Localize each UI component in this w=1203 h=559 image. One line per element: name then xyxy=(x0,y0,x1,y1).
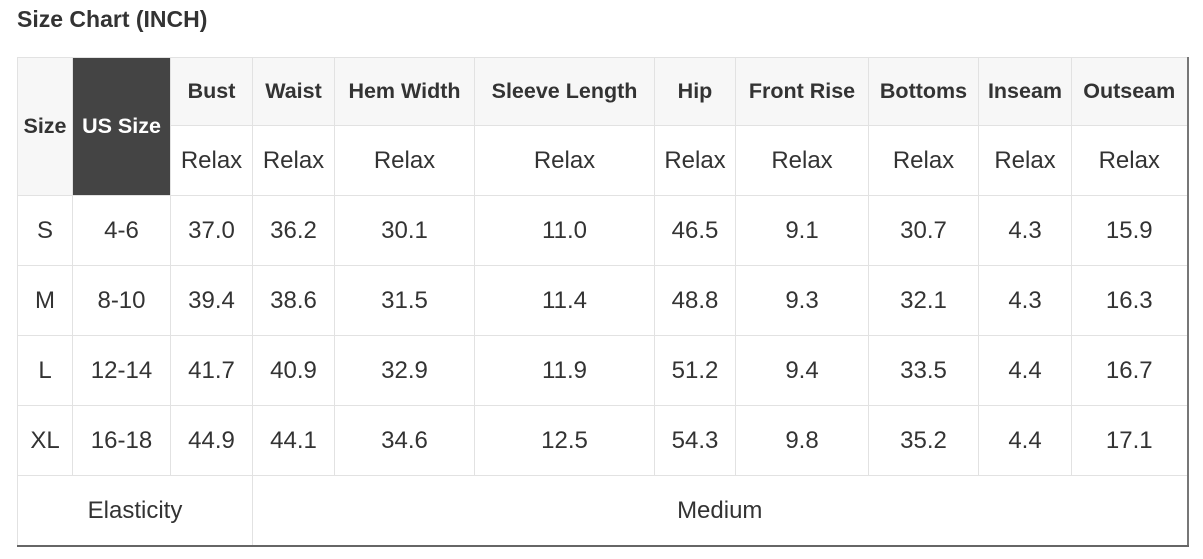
measurement-cell: 30.1 xyxy=(334,195,475,266)
table-row: XL 16-18 44.9 44.1 34.6 12.5 54.3 9.8 35.2 4.4 17.… xyxy=(17,405,1188,476)
fit-label: Relax xyxy=(978,125,1072,196)
measurement-cell: 16.7 xyxy=(1071,335,1188,406)
measurement-cell: 9.3 xyxy=(735,265,869,336)
measurement-cell: 40.9 xyxy=(252,335,335,406)
size-cell: M xyxy=(17,265,73,336)
measurement-cell: 15.9 xyxy=(1071,195,1188,266)
header-column: Sleeve Length xyxy=(474,57,655,126)
fit-label: Relax xyxy=(654,125,736,196)
size-cell: XL xyxy=(17,405,73,476)
size-chart-table: Size US Size Bust Waist Hem Width Sleeve Leng… xyxy=(17,57,1189,547)
measurement-cell: 34.6 xyxy=(334,405,475,476)
table-row: L 12-14 41.7 40.9 32.9 11.9 51.2 9.4 33.5 4.4 16.7 xyxy=(17,335,1188,406)
measurement-cell: 17.1 xyxy=(1071,405,1188,476)
header-size: Size xyxy=(17,57,73,196)
fit-label: Relax xyxy=(868,125,979,196)
measurement-cell: 48.8 xyxy=(654,265,736,336)
header-column: Bust xyxy=(170,57,253,126)
measurement-cell: 16.3 xyxy=(1071,265,1188,336)
measurement-cell: 12.5 xyxy=(474,405,655,476)
measurement-cell: 4.4 xyxy=(978,335,1072,406)
header-us-size: US Size xyxy=(72,57,171,196)
us-size-cell: 16-18 xyxy=(72,405,171,476)
size-cell: S xyxy=(17,195,73,266)
fit-label: Relax xyxy=(474,125,655,196)
measurement-cell: 37.0 xyxy=(170,195,253,266)
header-row: Size US Size Bust Waist Hem Width Sleeve Leng… xyxy=(17,57,1188,196)
measurement-cell: 32.9 xyxy=(334,335,475,406)
measurement-cell: 54.3 xyxy=(654,405,736,476)
measurement-cell: 11.9 xyxy=(474,335,655,406)
measurement-cell: 39.4 xyxy=(170,265,253,336)
header-column: Hip xyxy=(654,57,736,126)
fit-label: Relax xyxy=(735,125,869,196)
table-row: S 4-6 37.0 36.2 30.1 11.0 46.5 9.1 30.7 4.3 15.9 xyxy=(17,195,1188,266)
header-column: Hem Width xyxy=(334,57,475,126)
us-size-cell: 12-14 xyxy=(72,335,171,406)
us-size-cell: 4-6 xyxy=(72,195,171,266)
table-row: M 8-10 39.4 38.6 31.5 11.4 48.8 9.3 32.1 4.3 16.3 xyxy=(17,265,1188,336)
fit-label: Relax xyxy=(334,125,475,196)
measurement-cell: 9.1 xyxy=(735,195,869,266)
measurement-cell: 9.8 xyxy=(735,405,869,476)
elasticity-value: Medium xyxy=(252,475,1188,547)
measurement-cell: 4.3 xyxy=(978,265,1072,336)
measurement-cell: 44.1 xyxy=(252,405,335,476)
measurement-cell: 11.4 xyxy=(474,265,655,336)
measurement-cell: 4.4 xyxy=(978,405,1072,476)
header-column: Bottoms xyxy=(868,57,979,126)
fit-label: Relax xyxy=(1071,125,1188,196)
subheader-row: Relax Relax Relax Relax Relax Relax Relax Relax… xyxy=(18,125,1188,196)
measurement-cell: 38.6 xyxy=(252,265,335,336)
measurement-cell: 46.5 xyxy=(654,195,736,266)
page-title: Size Chart (INCH) xyxy=(17,6,208,32)
measurement-cell: 31.5 xyxy=(334,265,475,336)
fit-label: Relax xyxy=(252,125,335,196)
measurement-cell: 32.1 xyxy=(868,265,979,336)
fit-label: Relax xyxy=(170,125,253,196)
measurement-cell: 51.2 xyxy=(654,335,736,406)
elasticity-label: Elasticity xyxy=(17,475,253,547)
elasticity-row: Elasticity Medium xyxy=(17,475,1188,547)
header-column: Front Rise xyxy=(735,57,869,126)
us-size-cell: 8-10 xyxy=(72,265,171,336)
measurement-cell: 33.5 xyxy=(868,335,979,406)
header-column: Inseam xyxy=(978,57,1072,126)
measurement-cell: 35.2 xyxy=(868,405,979,476)
measurement-cell: 4.3 xyxy=(978,195,1072,266)
measurement-cell: 36.2 xyxy=(252,195,335,266)
header-column: Outseam xyxy=(1071,57,1188,126)
measurement-cell: 11.0 xyxy=(474,195,655,266)
measurement-cell: 44.9 xyxy=(170,405,253,476)
measurement-cell: 30.7 xyxy=(868,195,979,266)
size-cell: L xyxy=(17,335,73,406)
measurement-cell: 9.4 xyxy=(735,335,869,406)
header-column: Waist xyxy=(252,57,335,126)
measurement-cell: 41.7 xyxy=(170,335,253,406)
